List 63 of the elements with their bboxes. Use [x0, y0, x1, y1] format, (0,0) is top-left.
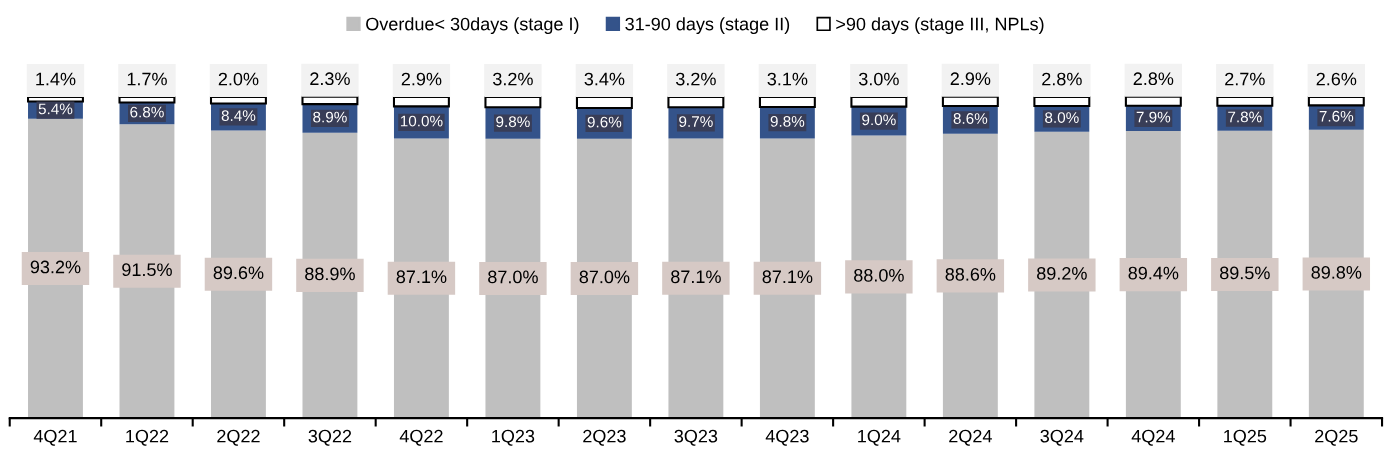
data-label: 3.0%	[858, 72, 899, 86]
data-label: 87.1%	[396, 270, 447, 284]
data-label: 2.6%	[1316, 72, 1357, 86]
data-label: 3.4%	[584, 72, 625, 86]
data-label: 9.8%	[770, 116, 805, 127]
data-label: 93.2%	[30, 260, 81, 274]
x-tick-label: 4Q21	[33, 429, 77, 446]
x-tick-label: 3Q23	[674, 429, 718, 446]
data-label: 2.7%	[1225, 72, 1265, 86]
data-label: 7.6%	[1319, 110, 1354, 122]
data-label: 88.0%	[854, 268, 904, 282]
x-tick-label: 4Q22	[399, 429, 443, 446]
data-label: 1.7%	[127, 72, 167, 86]
data-label: 2.0%	[218, 72, 259, 86]
data-label: 9.6%	[587, 116, 622, 128]
data-label: 8.6%	[953, 113, 988, 124]
data-label: 88.6%	[945, 267, 996, 281]
x-tick-label: 1Q23	[492, 429, 535, 446]
data-label: 8.9%	[313, 111, 347, 123]
data-label: 89.6%	[213, 266, 264, 280]
data-label: 6.8%	[130, 106, 164, 118]
data-label: 9.7%	[679, 116, 713, 127]
data-label: 89.4%	[1128, 266, 1179, 280]
data-label: 2.9%	[950, 72, 991, 86]
data-label: 8.0%	[1045, 112, 1079, 123]
data-label: 3.2%	[493, 72, 533, 86]
data-label: 87.0%	[579, 270, 630, 284]
data-label: 3.1%	[767, 72, 808, 86]
x-tick-label: 3Q24	[1040, 429, 1084, 446]
data-label: 7.8%	[1228, 111, 1262, 123]
data-label: 7.9%	[1136, 111, 1171, 123]
x-tick-label: 2Q25	[1315, 429, 1358, 446]
legend-label: >90 days (stage III, NPLs)	[836, 17, 1044, 34]
data-label: 2.8%	[1133, 72, 1174, 86]
x-tick-label: 2Q23	[583, 429, 626, 446]
data-label: 91.5%	[122, 263, 172, 277]
x-tick-label: 1Q25	[1224, 429, 1267, 446]
data-label: 9.0%	[862, 114, 896, 126]
x-tick-label: 4Q24	[1131, 429, 1175, 446]
x-tick-label: 2Q24	[949, 429, 992, 446]
data-label: 5.4%	[38, 103, 73, 115]
data-label: 2.9%	[401, 72, 442, 86]
data-label: 2.8%	[1042, 72, 1082, 86]
x-tick-label: 2Q22	[217, 429, 260, 446]
data-label: 3.2%	[676, 72, 716, 86]
data-label: 87.1%	[671, 270, 721, 284]
data-label: 1.4%	[36, 72, 76, 86]
x-tick-label: 1Q24	[858, 429, 901, 446]
legend-label: 31-90 days (stage II)	[625, 17, 790, 34]
x-tick-label: 3Q22	[308, 429, 352, 446]
x-tick-label: 1Q22	[126, 429, 169, 446]
data-label: 88.9%	[305, 267, 355, 281]
legend-label: Overdue< 30days (stage I)	[366, 17, 579, 34]
data-label: 2.3%	[310, 72, 350, 86]
data-label: 89.8%	[1311, 266, 1362, 279]
data-label: 10.0%	[400, 115, 443, 127]
data-label: 89.2%	[1037, 266, 1087, 280]
x-tick-label: 4Q23	[765, 429, 809, 446]
data-label: 87.0%	[488, 270, 538, 284]
data-label: 87.1%	[762, 270, 813, 284]
data-label: 89.5%	[1220, 266, 1270, 280]
data-label: 8.4%	[221, 110, 256, 122]
data-label: 9.8%	[496, 116, 530, 128]
